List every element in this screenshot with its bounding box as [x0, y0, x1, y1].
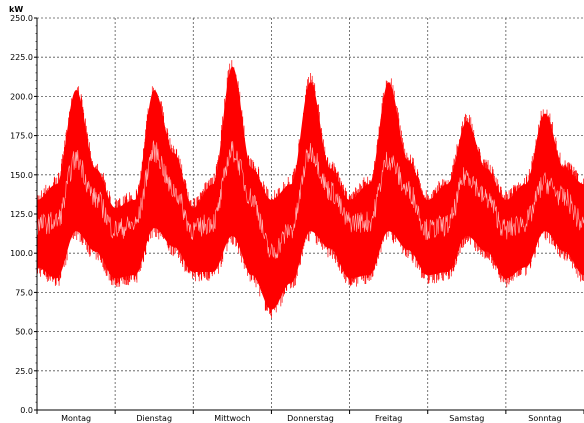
- load-trace: [36, 60, 584, 319]
- x-tick-label: Montag: [61, 414, 91, 423]
- y-tick-label: 75.0: [15, 288, 33, 297]
- y-tick-label: 100.0: [10, 249, 33, 258]
- x-tick-label: Donnerstag: [287, 414, 334, 423]
- y-tick-label: 250.0: [10, 14, 33, 23]
- x-tick-label: Freitag: [375, 414, 402, 423]
- y-tick-label: 225.0: [10, 53, 33, 62]
- y-tick-label: 200.0: [10, 92, 33, 101]
- y-tick-label: 175.0: [10, 132, 33, 141]
- load-band-series: [36, 60, 584, 319]
- x-tick-label: Dienstag: [136, 414, 172, 423]
- x-tick-label: Samstag: [449, 414, 484, 423]
- mean-line: [36, 140, 584, 259]
- x-tick-label: Mittwoch: [214, 414, 250, 423]
- y-tick-label: 150.0: [10, 171, 33, 180]
- y-tick-label: 25.0: [15, 367, 33, 376]
- y-tick-label: 50.0: [15, 328, 33, 337]
- y-ticks: 0.0 25.0 50.0 75.0 100.0 125.0 150.0 175.0 200.0…: [10, 14, 37, 415]
- y-axis-unit-label: kW: [9, 5, 23, 14]
- x-ticks: Montag Dienstag Mittwoch Donnerstag Freitag S…: [36, 410, 584, 423]
- x-tick-label: Sonntag: [528, 414, 561, 423]
- y-tick-label: 125.0: [10, 210, 33, 219]
- y-tick-label: 0.0: [20, 406, 33, 415]
